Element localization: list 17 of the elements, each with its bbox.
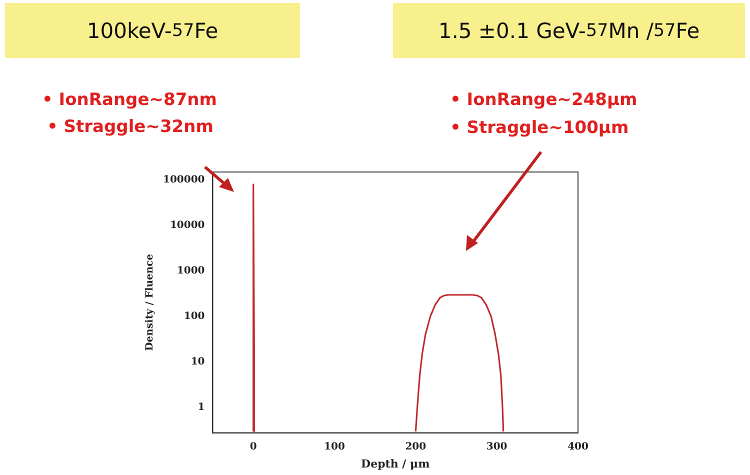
x-tick-label: 400 (568, 441, 588, 452)
x-tick-label: 100 (324, 441, 345, 452)
y-tick-label: 100 (184, 311, 205, 322)
text: • Straggle~32nm (47, 117, 214, 137)
x-axis-title: Depth / μm (361, 457, 430, 470)
x-tick-label: 300 (486, 441, 508, 452)
y-tick-label: 10 (190, 356, 205, 368)
text: • Straggle~100μm (450, 118, 629, 138)
y-axis-title: Density / Fluence (144, 254, 156, 351)
text: • IonRange~248μm (450, 90, 638, 110)
y-tick-label: 10000 (170, 220, 205, 232)
text: • IonRange~87nm (42, 90, 217, 110)
x-tick-label: 0 (250, 441, 257, 452)
y-tick-label: 1 (198, 402, 205, 414)
x-tick-label: 200 (405, 441, 426, 452)
y-tick-label: 1000 (176, 266, 205, 277)
y-tick-label: 100000 (163, 174, 205, 186)
